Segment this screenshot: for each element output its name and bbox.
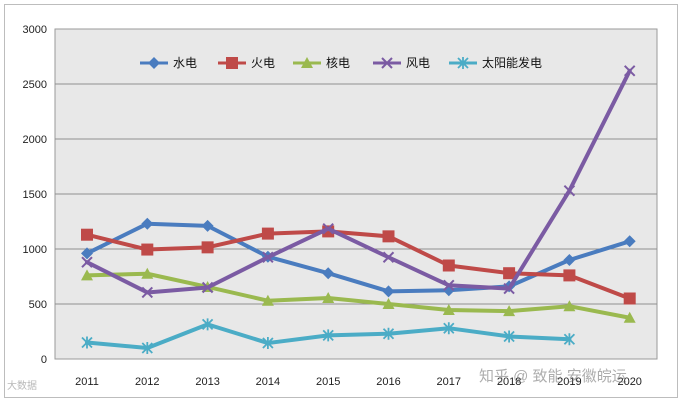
x-tick-label: 2012 (135, 376, 159, 388)
legend-item: 风电 (373, 56, 430, 70)
legend-item: 火电 (218, 56, 275, 70)
series-2 (81, 225, 636, 305)
data-point (262, 251, 274, 263)
series-line (85, 229, 632, 301)
x-tick-label: 2017 (437, 376, 461, 388)
data-point (261, 227, 274, 240)
data-point (141, 217, 154, 230)
legend-label: 太阳能发电 (482, 55, 542, 70)
series-3 (81, 267, 636, 323)
data-point (322, 291, 335, 303)
data-point (623, 292, 636, 305)
data-point (503, 282, 515, 295)
data-point (503, 267, 516, 280)
x-tick-label: 2018 (497, 376, 521, 388)
data-point (503, 330, 515, 343)
legend-item: 水电 (140, 56, 197, 70)
data-point (503, 305, 516, 317)
y-tick-label: 0 (41, 354, 47, 366)
legend-label: 风电 (406, 56, 430, 70)
series-line (85, 271, 632, 320)
data-point (201, 219, 214, 232)
data-point (457, 57, 469, 69)
series-group (81, 65, 636, 354)
series-line (85, 68, 632, 295)
y-tick-label: 2000 (23, 134, 47, 146)
data-point (563, 333, 576, 346)
legend-label: 火电 (251, 56, 275, 70)
data-point (382, 298, 395, 309)
data-point (141, 286, 154, 299)
y-tick-label: 1000 (23, 244, 47, 256)
data-point (81, 256, 93, 268)
data-point (262, 337, 274, 350)
watermark-left: 大数据 (7, 379, 37, 392)
chart-frame: 0 500 1000 1500 2000 2500 3000 2011 2012 2013 201… (4, 4, 678, 398)
y-tick-label: 500 (29, 299, 47, 311)
data-point (623, 311, 636, 323)
legend-item: 太阳能发电 (449, 55, 542, 70)
data-point (382, 230, 395, 243)
watermark-right: 知乎 @ 致能 安徽皖运 (479, 368, 627, 385)
y-axis-ticks: 0 500 1000 1500 2000 2500 3000 (23, 24, 47, 366)
x-tick-label: 2015 (316, 376, 340, 388)
data-point (141, 342, 153, 354)
x-tick-label: 2013 (195, 376, 219, 388)
data-point (322, 329, 334, 342)
data-point (141, 243, 154, 256)
data-point (148, 57, 160, 69)
series-4 (81, 65, 636, 299)
data-point (381, 57, 393, 69)
y-tick-label: 3000 (23, 24, 47, 36)
x-tick-label: 2020 (617, 376, 641, 388)
data-point (201, 318, 214, 331)
data-point (141, 267, 154, 279)
data-point (81, 228, 93, 241)
data-point (563, 300, 576, 312)
series-5 (81, 318, 576, 354)
data-point (443, 322, 455, 335)
legend-label: 水电 (173, 56, 197, 70)
y-tick-label: 1500 (23, 189, 47, 201)
data-point (382, 327, 395, 340)
data-point (623, 65, 636, 77)
data-point (81, 269, 93, 281)
x-tick-label: 2014 (256, 376, 280, 388)
data-point (201, 281, 214, 294)
x-tick-label: 2011 (75, 376, 99, 388)
legend-label: 核电 (326, 56, 350, 70)
data-point (443, 279, 455, 292)
data-point (563, 254, 576, 266)
data-point (382, 251, 395, 263)
data-point (322, 222, 334, 235)
data-point (301, 57, 313, 68)
data-point (322, 267, 335, 280)
y-tick-label: 2500 (23, 79, 47, 91)
legend: 水电 火电 核电 风电 太阳能发电 (140, 55, 542, 70)
data-point (563, 269, 576, 282)
data-point (81, 247, 93, 260)
x-tick-label: 2016 (376, 376, 400, 388)
data-point (226, 57, 238, 69)
data-point (201, 241, 214, 254)
data-point (81, 336, 93, 349)
data-point (382, 285, 395, 298)
data-point (623, 235, 636, 248)
data-point (563, 184, 576, 197)
data-point (442, 304, 455, 316)
x-tick-label: 2019 (557, 376, 581, 388)
legend-item: 核电 (293, 56, 350, 70)
x-axis-ticks: 2011 2012 2013 2014 2015 2016 2017 2018 2019 2020 (75, 376, 642, 388)
data-point (442, 259, 455, 272)
data-point (261, 294, 274, 306)
